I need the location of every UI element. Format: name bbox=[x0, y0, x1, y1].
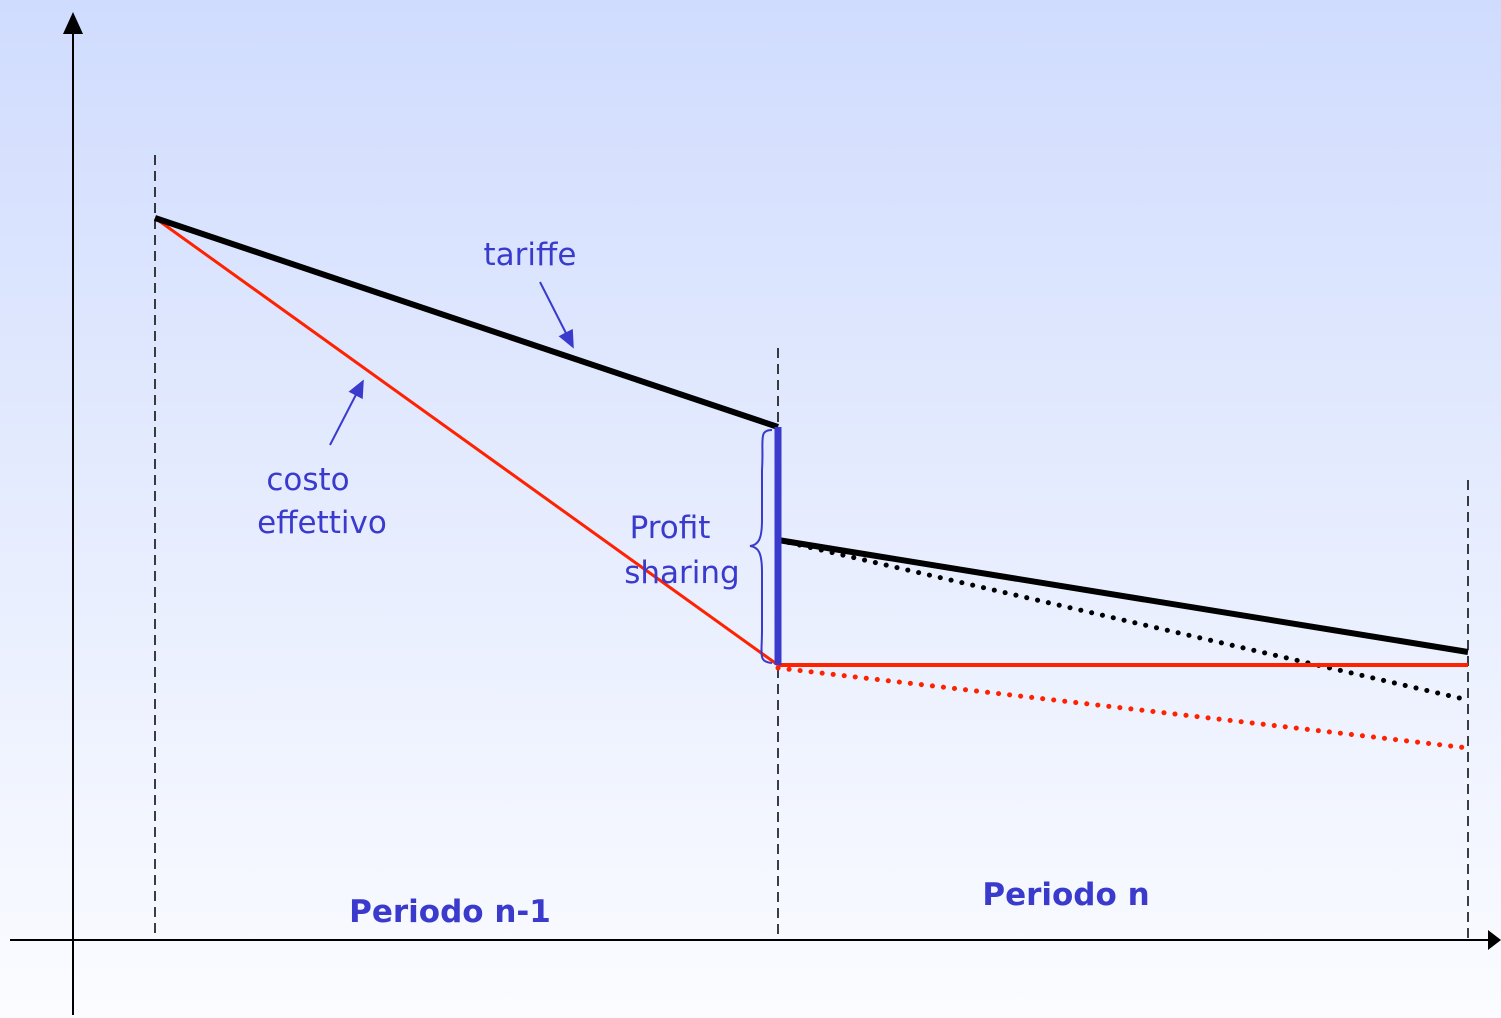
y-axis-arrow bbox=[63, 12, 83, 34]
tariff-line bbox=[154, 215, 779, 430]
x-axis-arrow bbox=[1488, 930, 1501, 950]
label-period: Periodo n bbox=[982, 877, 1149, 913]
tariffe-arrow bbox=[539, 281, 574, 349]
label-period-prev: Periodo n-1 bbox=[349, 894, 551, 930]
brace bbox=[749, 429, 773, 664]
tariff-dotted bbox=[775, 537, 1471, 703]
cost-line bbox=[154, 216, 779, 667]
cost-dotted bbox=[775, 665, 1471, 751]
costo-arrow bbox=[329, 379, 364, 446]
label-sharing: sharing bbox=[624, 555, 739, 591]
label-tariffe: tariffe bbox=[484, 237, 577, 273]
tariff-line-2 bbox=[777, 537, 1469, 655]
label-costo: costo bbox=[266, 462, 349, 498]
label-profit: Profit bbox=[630, 510, 711, 546]
label-effettivo: effettivo bbox=[257, 505, 387, 541]
